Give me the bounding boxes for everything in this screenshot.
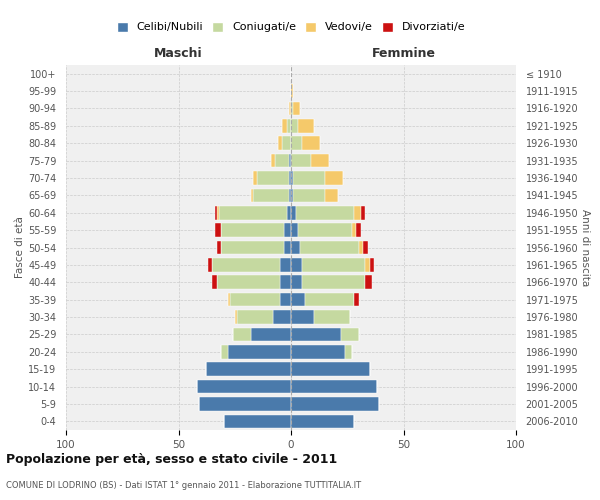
Bar <box>282 119 287 132</box>
Bar <box>291 102 293 115</box>
Text: Popolazione per età, sesso e stato civile - 2011: Popolazione per età, sesso e stato civil… <box>6 452 337 466</box>
Bar <box>291 328 341 341</box>
Bar <box>235 310 237 324</box>
Bar <box>305 293 354 306</box>
Bar <box>291 414 354 428</box>
Bar <box>217 206 219 220</box>
Bar <box>273 310 291 324</box>
Bar <box>257 171 289 185</box>
Bar <box>230 293 280 306</box>
Bar <box>212 276 217 289</box>
Bar <box>287 119 291 132</box>
Bar <box>291 84 293 98</box>
Bar <box>365 258 370 272</box>
Y-axis label: Anni di nascita: Anni di nascita <box>580 209 590 286</box>
Legend: Celibi/Nubili, Coniugati/e, Vedovi/e, Divorziati/e: Celibi/Nubili, Coniugati/e, Vedovi/e, Di… <box>115 20 467 34</box>
Bar <box>296 206 354 220</box>
Bar <box>228 293 230 306</box>
Bar <box>291 171 293 185</box>
Bar <box>253 171 257 185</box>
Bar <box>199 397 291 410</box>
Bar <box>289 154 291 168</box>
Bar <box>291 397 379 410</box>
Bar <box>293 188 325 202</box>
Bar <box>233 328 251 341</box>
Bar <box>291 119 298 132</box>
Bar <box>302 258 365 272</box>
Bar <box>314 310 349 324</box>
Bar <box>282 136 291 150</box>
Bar <box>212 258 280 272</box>
Bar <box>277 136 282 150</box>
Bar <box>363 240 367 254</box>
Bar <box>280 276 291 289</box>
Bar <box>293 171 325 185</box>
Bar <box>291 188 293 202</box>
Bar <box>289 171 291 185</box>
Bar <box>354 206 361 220</box>
Bar <box>275 154 289 168</box>
Bar <box>221 224 284 237</box>
Bar <box>205 362 291 376</box>
Bar <box>289 188 291 202</box>
Text: Maschi: Maschi <box>154 47 203 60</box>
Bar <box>284 224 291 237</box>
Y-axis label: Fasce di età: Fasce di età <box>15 216 25 278</box>
Bar <box>228 345 291 358</box>
Bar <box>289 102 291 115</box>
Bar <box>291 258 302 272</box>
Bar <box>365 276 372 289</box>
Bar <box>311 154 329 168</box>
Bar <box>217 276 280 289</box>
Bar <box>300 240 359 254</box>
Bar <box>361 206 365 220</box>
Bar <box>280 258 291 272</box>
Bar <box>298 119 314 132</box>
Bar <box>293 102 300 115</box>
Bar <box>291 240 300 254</box>
Bar <box>354 293 359 306</box>
Bar <box>287 206 291 220</box>
Bar <box>291 154 311 168</box>
Bar <box>215 206 217 220</box>
Bar <box>221 345 228 358</box>
Bar <box>251 188 253 202</box>
Bar <box>345 345 352 358</box>
Bar <box>302 136 320 150</box>
Bar <box>356 224 361 237</box>
Bar <box>291 224 298 237</box>
Bar <box>291 380 377 394</box>
Bar <box>251 328 291 341</box>
Bar <box>253 188 289 202</box>
Bar <box>221 240 284 254</box>
Bar <box>291 276 302 289</box>
Bar <box>271 154 275 168</box>
Bar <box>291 206 296 220</box>
Text: Femmine: Femmine <box>371 47 436 60</box>
Bar <box>215 224 221 237</box>
Bar <box>237 310 273 324</box>
Text: COMUNE DI LODRINO (BS) - Dati ISTAT 1° gennaio 2011 - Elaborazione TUTTITALIA.IT: COMUNE DI LODRINO (BS) - Dati ISTAT 1° g… <box>6 480 361 490</box>
Bar <box>352 224 356 237</box>
Bar <box>223 414 291 428</box>
Bar <box>291 362 370 376</box>
Bar <box>302 276 365 289</box>
Bar <box>217 240 221 254</box>
Bar <box>291 293 305 306</box>
Bar <box>325 188 338 202</box>
Bar <box>298 224 352 237</box>
Bar <box>325 171 343 185</box>
Bar <box>291 136 302 150</box>
Bar <box>280 293 291 306</box>
Bar <box>197 380 291 394</box>
Bar <box>370 258 374 272</box>
Bar <box>208 258 212 272</box>
Bar <box>219 206 287 220</box>
Bar <box>291 310 314 324</box>
Bar <box>291 345 345 358</box>
Bar <box>341 328 359 341</box>
Bar <box>359 240 363 254</box>
Bar <box>284 240 291 254</box>
